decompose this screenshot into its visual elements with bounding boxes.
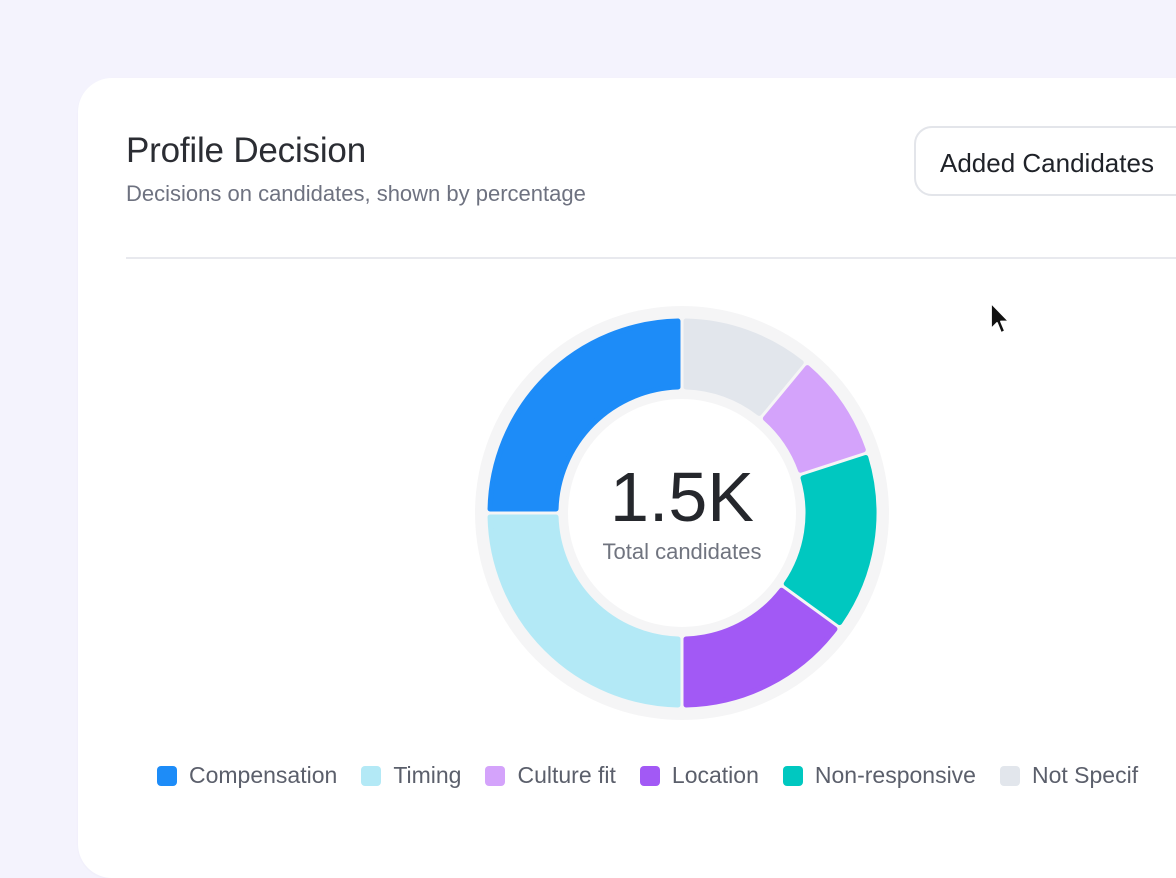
legend-swatch bbox=[999, 765, 1020, 786]
donut-chart: 1.5K Total candidates bbox=[487, 318, 877, 708]
legend-item-compensation[interactable]: Compensation bbox=[157, 762, 337, 789]
legend-item-not-specified[interactable]: Not Specif bbox=[999, 762, 1139, 789]
legend-swatch bbox=[485, 765, 506, 786]
legend-item-non-responsive[interactable]: Non-responsive bbox=[782, 762, 976, 789]
legend-label: Location bbox=[671, 762, 759, 788]
legend-item-timing[interactable]: Timing bbox=[361, 762, 461, 789]
legend-label: Compensation bbox=[189, 762, 338, 788]
chart-legend: Compensation Timing Culture fit Location Non… bbox=[157, 762, 1162, 789]
dropdown-selected-value: Added Candidates bbox=[940, 148, 1154, 178]
card-subtitle: Decisions on candidates, shown by percen… bbox=[126, 181, 586, 206]
donut-slice-culture-fit[interactable] bbox=[762, 365, 866, 473]
header-divider bbox=[126, 257, 1176, 259]
card-title: Profile Decision bbox=[126, 131, 366, 170]
legend-swatch bbox=[782, 765, 803, 786]
donut-slice-non-responsive[interactable] bbox=[783, 454, 877, 626]
donut-center-disc bbox=[568, 399, 796, 627]
legend-item-location[interactable]: Location bbox=[639, 762, 759, 789]
legend-label: Timing bbox=[393, 762, 462, 788]
legend-item-culture-fit[interactable]: Culture fit bbox=[485, 762, 616, 789]
mouse-cursor-icon bbox=[990, 302, 1010, 334]
legend-label: Non-responsive bbox=[814, 762, 976, 788]
center-total-value: 1.5K bbox=[610, 458, 754, 536]
legend-swatch bbox=[361, 765, 382, 786]
donut-slice-timing[interactable] bbox=[487, 514, 681, 708]
legend-swatch bbox=[157, 765, 177, 786]
center-total-label: Total candidates bbox=[603, 539, 762, 564]
donut-slice-compensation[interactable] bbox=[487, 318, 681, 512]
legend-label: Culture fit bbox=[517, 762, 616, 788]
candidate-filter-dropdown[interactable]: Added Candidates bbox=[914, 126, 1176, 196]
donut-slice-location[interactable] bbox=[683, 587, 838, 708]
legend-label: Not Specif bbox=[1031, 762, 1139, 788]
donut-slice-not-specified[interactable] bbox=[683, 318, 804, 416]
legend-swatch bbox=[639, 765, 660, 786]
